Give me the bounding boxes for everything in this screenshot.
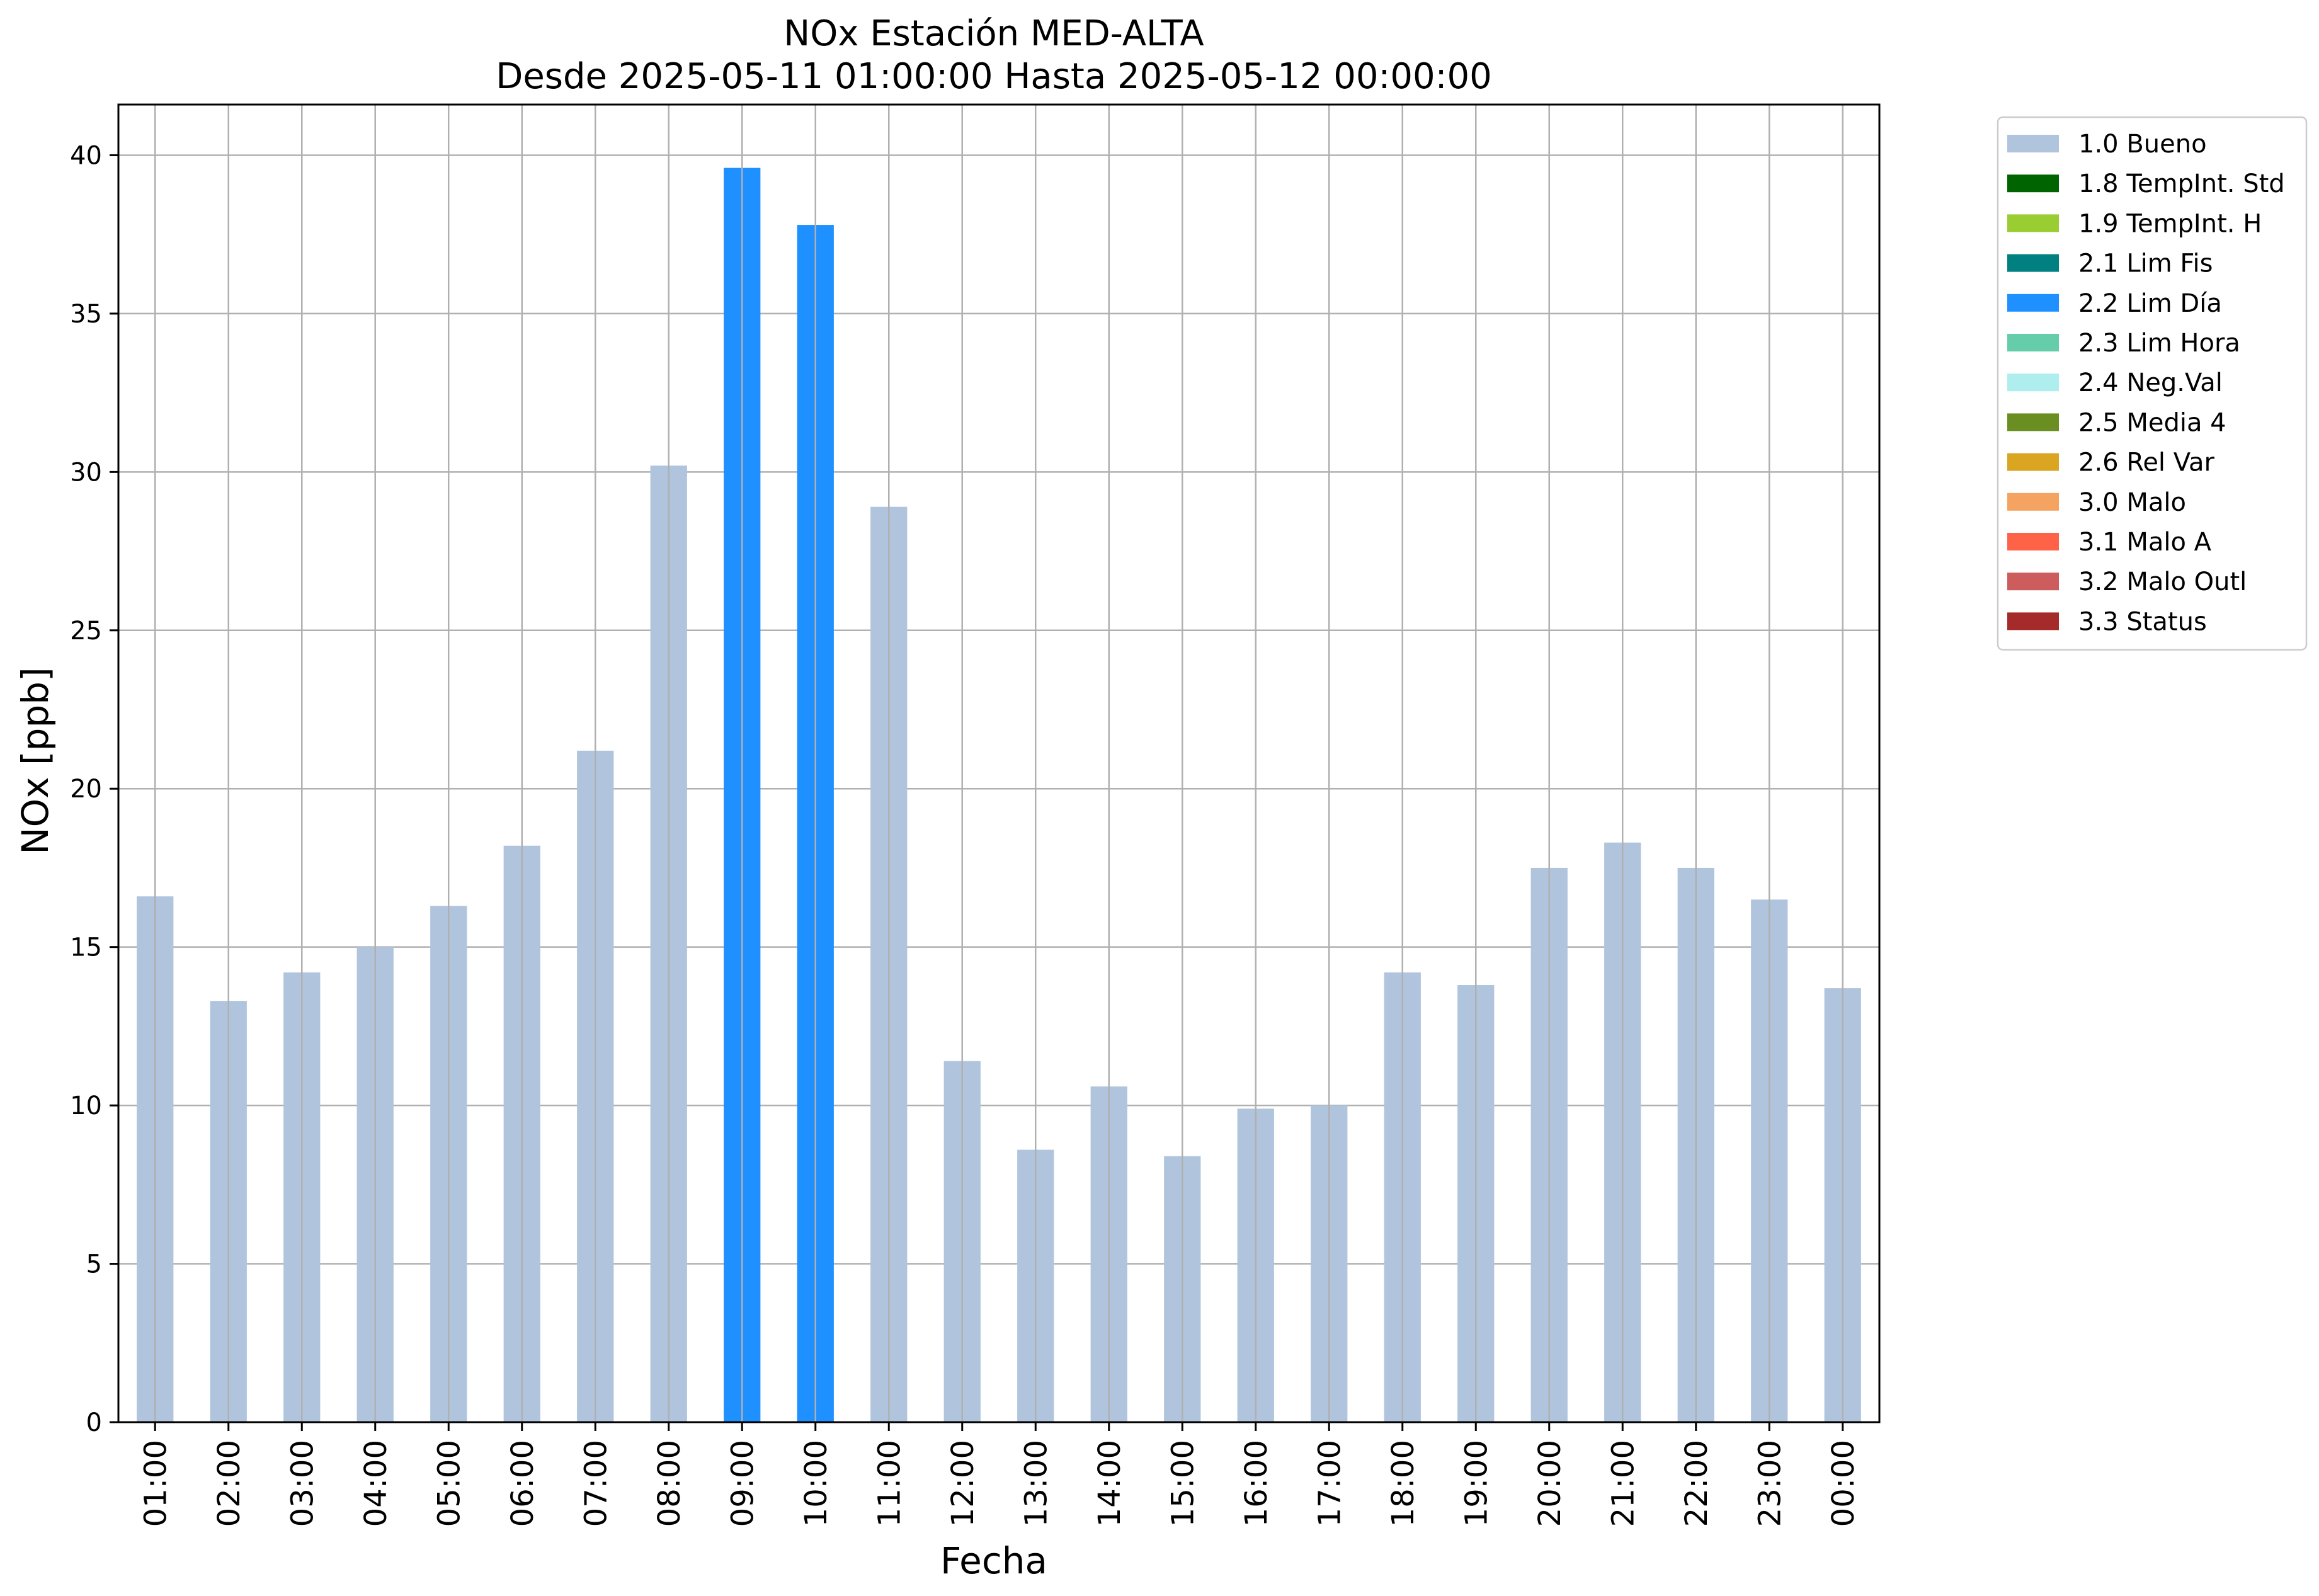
legend-label: 3.1 Malo A — [2078, 528, 2212, 557]
legend-label: 3.3 Status — [2078, 607, 2207, 636]
x-tick-label: 04:00 — [358, 1440, 394, 1527]
x-tick-label: 10:00 — [799, 1440, 834, 1527]
x-tick-label: 19:00 — [1459, 1440, 1494, 1527]
legend-label: 2.1 Lim Fis — [2078, 249, 2213, 278]
x-tick-label: 16:00 — [1239, 1440, 1274, 1527]
x-tick-label: 00:00 — [1826, 1440, 1861, 1527]
legend-label: 3.2 Malo Outl — [2078, 567, 2247, 596]
x-tick-label: 17:00 — [1312, 1440, 1347, 1527]
legend-swatch — [2007, 135, 2059, 152]
legend-label: 2.4 Neg.Val — [2078, 368, 2223, 397]
x-tick-label: 01:00 — [138, 1440, 173, 1527]
legend-swatch — [2007, 254, 2059, 272]
x-tick-label: 21:00 — [1605, 1440, 1641, 1527]
legend-swatch — [2007, 334, 2059, 351]
legend-label: 2.2 Lim Día — [2078, 289, 2222, 318]
y-tick-label: 20 — [70, 775, 102, 804]
y-tick-label: 40 — [70, 141, 102, 170]
legend-swatch — [2007, 373, 2059, 392]
legend-swatch — [2007, 493, 2059, 511]
legend-label: 1.8 TempInt. Std — [2078, 169, 2285, 198]
x-tick-label: 05:00 — [431, 1440, 467, 1527]
x-tick-label: 11:00 — [872, 1440, 907, 1527]
y-axis-ticks: 0 5 10 15 20 25 30 35 40 — [70, 141, 118, 1437]
y-tick-label: 35 — [70, 300, 102, 329]
x-tick-label: 15:00 — [1165, 1440, 1200, 1527]
x-tick-label: 20:00 — [1532, 1440, 1568, 1527]
x-tick-label: 09:00 — [725, 1440, 760, 1527]
x-tick-label: 23:00 — [1752, 1440, 1787, 1527]
legend-swatch — [2007, 453, 2059, 471]
legend-label: 1.0 Bueno — [2078, 130, 2207, 159]
y-tick-label: 30 — [70, 458, 102, 487]
y-tick-label: 10 — [70, 1092, 102, 1120]
legend-label: 2.6 Rel Var — [2078, 448, 2215, 477]
y-axis-label: NOx [ppb] — [14, 667, 57, 855]
bars — [137, 168, 1861, 1423]
x-tick-label: 22:00 — [1679, 1440, 1714, 1527]
x-tick-label: 18:00 — [1386, 1440, 1421, 1527]
legend: 1.0 Bueno 1.8 TempInt. Std 1.9 TempInt. H 2… — [1997, 116, 2308, 651]
legend-swatch — [2007, 294, 2059, 312]
x-tick-label: 12:00 — [945, 1440, 981, 1527]
x-grid-lines — [154, 105, 1843, 1422]
legend-swatch — [2007, 612, 2059, 630]
x-axis-label: Fecha — [940, 1539, 1047, 1582]
legend-box — [1997, 116, 2308, 651]
x-tick-label: 08:00 — [652, 1440, 687, 1527]
y-tick-label: 25 — [70, 617, 102, 646]
x-axis-ticks: 01:00 02:00 03:00 04:00 05:00 06:00 07:00 08:00… — [138, 1422, 1861, 1527]
x-tick-label: 06:00 — [505, 1440, 540, 1527]
x-tick-label: 13:00 — [1018, 1440, 1054, 1527]
legend-swatch — [2007, 573, 2059, 591]
chart-title: NOx Estación MED-ALTA — [783, 13, 1204, 54]
legend-swatch — [2007, 214, 2059, 232]
x-tick-label: 02:00 — [212, 1440, 247, 1527]
x-tick-label: 07:00 — [578, 1440, 613, 1527]
y-tick-label: 15 — [70, 933, 102, 962]
legend-label: 3.0 Malo — [2078, 488, 2186, 517]
legend-swatch — [2007, 533, 2059, 550]
chart-subtitle: Desde 2025-05-11 01:00:00 Hasta 2025-05-… — [496, 56, 1492, 97]
x-tick-label: 03:00 — [285, 1440, 320, 1527]
legend-swatch — [2007, 413, 2059, 431]
grid-lines — [118, 154, 1879, 1423]
y-tick-label: 0 — [86, 1408, 102, 1437]
y-tick-label: 5 — [86, 1250, 102, 1279]
legend-label: 1.9 TempInt. H — [2078, 209, 2262, 238]
x-tick-label: 14:00 — [1092, 1440, 1127, 1527]
plot-frame — [117, 103, 1881, 1423]
legend-label: 2.3 Lim Hora — [2078, 329, 2240, 358]
legend-swatch — [2007, 174, 2059, 193]
legend-label: 2.5 Media 4 — [2078, 408, 2226, 437]
